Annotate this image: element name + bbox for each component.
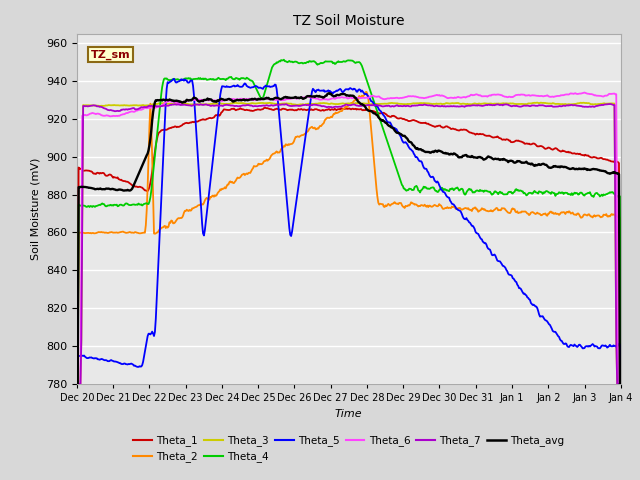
Title: TZ Soil Moisture: TZ Soil Moisture [293,14,404,28]
Text: TZ_sm: TZ_sm [90,49,130,60]
X-axis label: Time: Time [335,408,363,419]
Y-axis label: Soil Moisture (mV): Soil Moisture (mV) [30,157,40,260]
Legend: Theta_1, Theta_2, Theta_3, Theta_4, Theta_5, Theta_6, Theta_7, Theta_avg: Theta_1, Theta_2, Theta_3, Theta_4, Thet… [129,431,568,467]
